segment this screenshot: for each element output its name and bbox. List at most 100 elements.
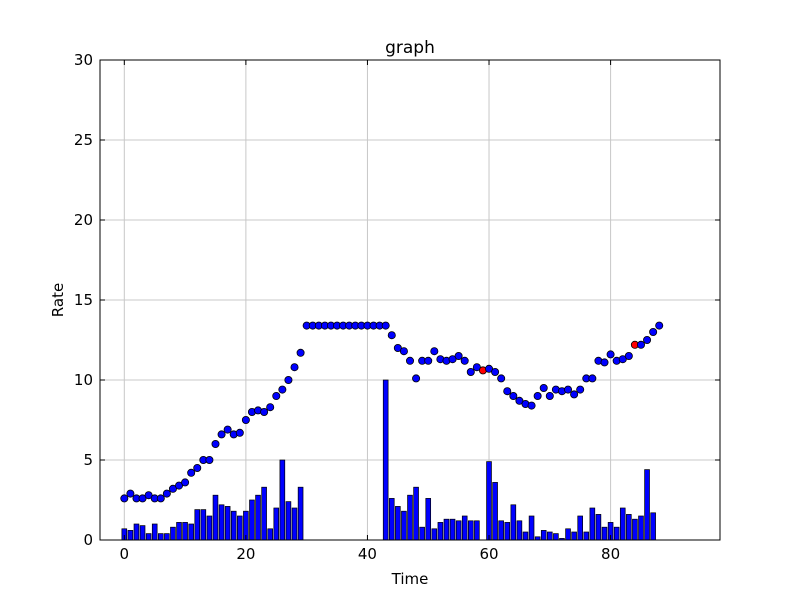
y-tick-label: 25 xyxy=(74,131,93,149)
bar xyxy=(139,525,146,541)
data-point xyxy=(564,385,573,394)
data-point xyxy=(649,327,658,336)
bar xyxy=(455,520,462,541)
bar xyxy=(285,501,292,541)
data-point xyxy=(290,363,299,372)
bar xyxy=(650,512,656,541)
bar xyxy=(158,533,164,541)
bar xyxy=(151,523,158,541)
data-point xyxy=(217,430,226,439)
bar xyxy=(431,528,438,541)
x-tick-label: 20 xyxy=(236,545,255,563)
bar xyxy=(255,494,261,541)
data-point xyxy=(466,367,475,376)
bar xyxy=(206,515,213,541)
data-point xyxy=(624,351,633,360)
bar xyxy=(267,528,273,541)
x-tick-label: 80 xyxy=(601,545,620,563)
y-tick-label: 20 xyxy=(74,211,93,229)
data-point xyxy=(235,428,244,437)
bar xyxy=(449,518,456,541)
data-point xyxy=(387,331,396,340)
data-point xyxy=(193,463,202,472)
data-point xyxy=(497,374,506,383)
data-point xyxy=(284,375,293,384)
bar xyxy=(644,469,650,541)
data-point xyxy=(485,364,494,373)
data-point xyxy=(430,347,439,356)
data-point xyxy=(381,321,390,330)
bar xyxy=(261,486,267,541)
x-axis-label: Time xyxy=(391,570,429,588)
data-point xyxy=(515,396,524,405)
data-point xyxy=(539,383,548,392)
y-tick-label: 10 xyxy=(74,371,93,389)
data-point xyxy=(138,494,147,503)
data-point xyxy=(205,455,214,464)
bar xyxy=(200,509,207,541)
bar xyxy=(461,515,468,541)
bar xyxy=(468,520,474,541)
bar xyxy=(249,499,255,541)
bar xyxy=(577,515,583,541)
data-point xyxy=(491,367,500,376)
bar xyxy=(230,510,237,541)
bar xyxy=(619,507,626,541)
data-point xyxy=(412,374,421,383)
data-point xyxy=(424,356,433,365)
x-axis-ticks: 0 20 40 60 80 xyxy=(120,60,620,563)
bar xyxy=(407,494,413,541)
data-point xyxy=(472,363,481,372)
bar xyxy=(133,523,140,541)
y-axis-ticks: 0 5 10 15 20 25 30 xyxy=(74,51,720,549)
bar xyxy=(194,509,201,541)
data-point xyxy=(278,385,287,394)
data-point xyxy=(655,321,664,330)
bar xyxy=(540,530,547,541)
data-point xyxy=(393,343,402,352)
data-point xyxy=(503,387,512,396)
bar xyxy=(291,507,298,541)
bar xyxy=(212,494,219,541)
bar xyxy=(632,518,638,541)
bar xyxy=(164,533,170,541)
y-tick-label: 30 xyxy=(74,51,93,69)
bar xyxy=(498,520,504,541)
data-point xyxy=(545,391,554,400)
data-point xyxy=(260,407,269,416)
data-point xyxy=(576,385,585,394)
x-tick-label: 40 xyxy=(358,545,377,563)
bar xyxy=(528,515,535,541)
bar xyxy=(613,526,620,541)
data-point xyxy=(509,391,518,400)
data-point xyxy=(448,355,457,364)
data-point xyxy=(211,439,220,448)
bar xyxy=(145,533,152,541)
data-point xyxy=(600,358,609,367)
bar xyxy=(188,523,194,541)
bar xyxy=(504,522,511,541)
bar xyxy=(297,486,304,541)
x-tick-label: 60 xyxy=(479,545,498,563)
data-point xyxy=(454,351,463,360)
bar xyxy=(170,526,176,541)
bar xyxy=(395,506,401,541)
y-axis-label: Rate xyxy=(49,283,67,317)
data-point xyxy=(126,489,135,498)
bar xyxy=(626,514,632,541)
data-point xyxy=(120,494,129,503)
bar xyxy=(547,531,553,541)
bar xyxy=(425,498,432,541)
data-point xyxy=(296,348,305,357)
data-point xyxy=(175,481,184,490)
bar xyxy=(522,531,529,541)
bar xyxy=(474,520,480,541)
data-point xyxy=(405,356,414,365)
data-point xyxy=(168,484,177,493)
bar xyxy=(279,459,286,541)
data-point xyxy=(643,335,652,344)
bar xyxy=(419,526,425,541)
bar xyxy=(486,461,492,541)
bar xyxy=(401,510,407,541)
data-point xyxy=(181,478,190,487)
